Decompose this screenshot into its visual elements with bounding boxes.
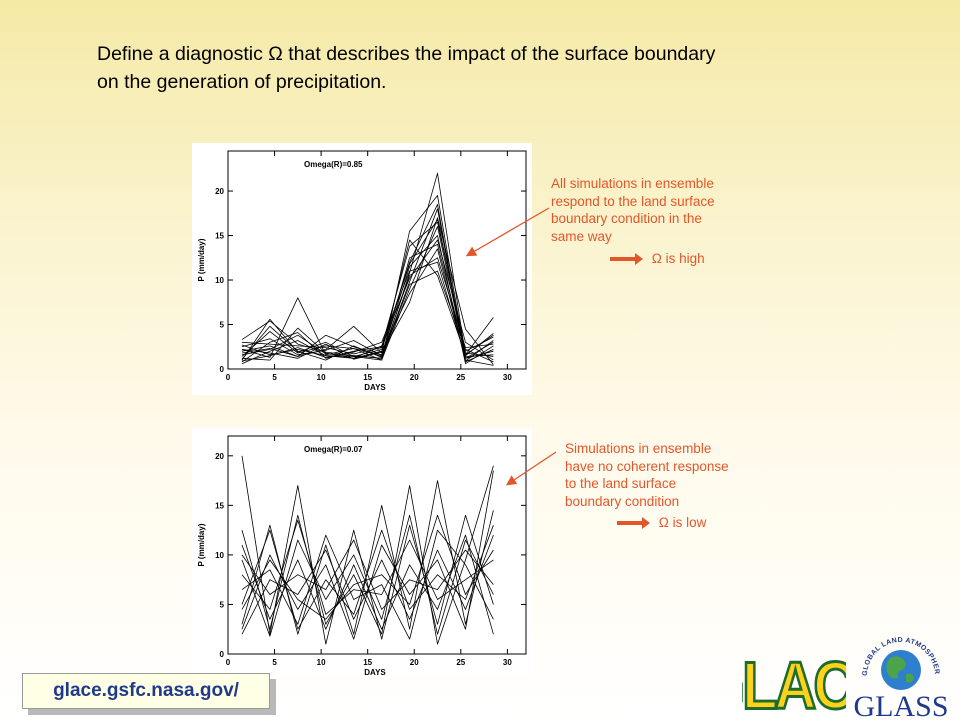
annotation-bottom-line-2: have no coherent response	[565, 458, 729, 474]
ensemble-member-line-9	[241, 519, 494, 615]
x-tick-label: 5	[272, 658, 277, 667]
ensemble-member-line-2	[241, 195, 494, 361]
website-link-box[interactable]: glace.gsfc.nasa.gov/	[22, 673, 276, 715]
slide-title-line-2: on the generation of precipitation.	[97, 71, 387, 93]
omega-low-result: Ω is low	[617, 515, 706, 530]
ensemble-member-line-3	[241, 204, 494, 363]
ensemble-member-line-7	[241, 534, 494, 635]
omega-value-label: Omega(R)=0.85	[304, 160, 363, 169]
annotation-coherent-response: All simulations in ensemble respond to t…	[551, 175, 771, 245]
glace-logo: GLACE	[742, 652, 846, 718]
annotation-top-line-1: All simulations in ensemble	[551, 176, 714, 191]
annotation-bottom-line-3: to the land surface	[565, 476, 677, 491]
precip-chart-low-omega: 0 5 10 15 20 25 30 0 5 10 15 20 DAYS P (mm/day) Omega(…	[192, 428, 532, 677]
y-tick-label: 15	[215, 501, 224, 510]
y-axis-label: P (mm/day)	[197, 238, 206, 281]
annotation-top-line-3: boundary condition in the	[551, 211, 702, 226]
precip-chart-low-omega-svg: 0 5 10 15 20 25 30 0 5 10 15 20 DAYS P (mm/day) Omega(…	[197, 435, 527, 677]
website-link[interactable]: glace.gsfc.nasa.gov/	[22, 673, 270, 709]
slide-title-line-1: Define a diagnostic Ω that describes the…	[97, 43, 716, 65]
y-tick-label: 20	[215, 452, 224, 461]
x-tick-label: 30	[503, 373, 512, 382]
ensemble-member-line-4	[241, 217, 494, 365]
annotation-bottom-line-1: Simulations in ensemble	[565, 441, 712, 456]
y-tick-label: 5	[220, 600, 225, 609]
y-tick-label: 15	[215, 232, 224, 241]
annotation-incoherent-response: Simulations in ensemble have no coherent…	[565, 440, 785, 510]
precip-chart-high-omega: 0 5 10 15 20 25 30 0 5 10 15 20 DAYS P (mm/day) Omega(…	[192, 143, 532, 395]
omega-high-text: Ω is high	[651, 251, 705, 266]
ensemble-member-line-10	[241, 534, 494, 635]
x-tick-label: 15	[363, 658, 372, 667]
ensemble-member-line-14	[241, 239, 494, 360]
x-axis-label: DAYS	[364, 383, 386, 392]
ensemble-member-line-11	[241, 257, 494, 357]
ensemble-member-line-11	[241, 539, 494, 610]
ensemble-member-line-16	[241, 219, 494, 357]
right-arrow-icon	[610, 253, 643, 266]
annotation-bottom-line-4: boundary condition	[565, 493, 680, 509]
glace-logo-text: GLACE	[742, 652, 846, 718]
slide-title: Define a diagnostic Ω that describes the…	[97, 40, 897, 96]
ensemble-member-line-15	[241, 208, 494, 362]
y-tick-label: 0	[220, 650, 225, 659]
precip-chart-high-omega-svg: 0 5 10 15 20 25 30 0 5 10 15 20 DAYS P (mm/day) Omega(…	[197, 150, 527, 392]
annotation-top-line-4: same way	[551, 228, 612, 244]
omega-value-label: Omega(R)=0.07	[304, 445, 363, 454]
x-tick-label: 10	[317, 373, 326, 382]
y-tick-label: 20	[215, 187, 224, 196]
glass-logo: GLOBAL LAND ATMOSPHERE SYSTEM STUDY GLAS…	[846, 628, 949, 720]
ensemble-member-line-13	[241, 270, 494, 363]
x-tick-label: 30	[503, 658, 512, 667]
y-axis-label: P (mm/day)	[197, 523, 206, 566]
x-tick-label: 15	[363, 373, 372, 382]
omega-high-result: Ω is high	[610, 251, 705, 266]
omega-low-text: Ω is low	[658, 515, 707, 530]
ensemble-member-line-8	[241, 239, 494, 365]
y-tick-label: 10	[215, 276, 224, 285]
x-axis-label: DAYS	[364, 668, 386, 676]
x-tick-label: 20	[410, 658, 419, 667]
plot-frame	[227, 435, 527, 655]
ensemble-member-line-12	[241, 514, 494, 620]
x-tick-label: 25	[456, 658, 465, 667]
y-tick-label: 5	[220, 321, 225, 330]
plot-frame	[227, 150, 527, 370]
x-tick-label: 0	[226, 373, 231, 382]
x-tick-label: 5	[272, 373, 277, 382]
x-tick-label: 25	[456, 373, 465, 382]
x-tick-label: 0	[226, 658, 231, 667]
ensemble-member-line-3	[241, 480, 494, 635]
y-tick-label: 10	[215, 551, 224, 560]
annotation-top-line-2: respond to the land surface	[551, 193, 715, 209]
x-tick-label: 10	[317, 658, 326, 667]
ensemble-member-line-1	[241, 455, 494, 645]
right-arrow-icon	[617, 517, 650, 530]
y-tick-label: 0	[220, 365, 225, 374]
ensemble-member-line-2	[241, 465, 494, 645]
x-tick-label: 20	[410, 373, 419, 382]
glass-logo-text: GLASS	[853, 690, 948, 720]
ensemble-member-line-10	[241, 248, 494, 366]
